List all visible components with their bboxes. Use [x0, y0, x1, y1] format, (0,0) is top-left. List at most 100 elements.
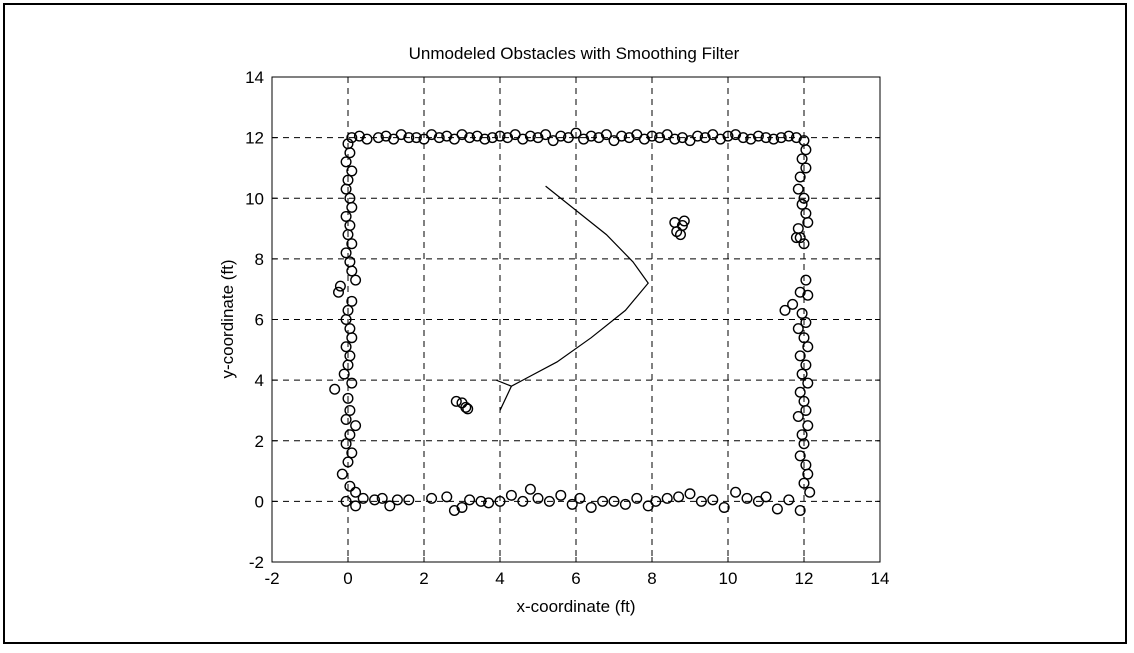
- data-point: [540, 129, 552, 141]
- data-point: [669, 133, 681, 145]
- data-point: [737, 132, 749, 144]
- data-point: [695, 495, 707, 507]
- data-point: [787, 298, 799, 310]
- data-point: [675, 229, 687, 241]
- data-point: [340, 156, 352, 168]
- data-point: [798, 238, 810, 250]
- data-point: [768, 133, 780, 145]
- data-point: [346, 332, 358, 344]
- data-point: [676, 132, 688, 144]
- data-point: [600, 129, 612, 141]
- data-point: [346, 377, 358, 389]
- data-point: [792, 183, 804, 195]
- data-point: [494, 130, 506, 142]
- data-point: [783, 494, 795, 506]
- data-point: [462, 403, 474, 415]
- data-point: [333, 286, 345, 298]
- data-point: [585, 501, 597, 513]
- x-tick-label: 6: [571, 569, 580, 588]
- data-point: [798, 192, 810, 204]
- data-point: [426, 492, 438, 504]
- x-tick-label: 10: [719, 569, 738, 588]
- data-point: [783, 130, 795, 142]
- y-tick-label: 0: [255, 492, 264, 511]
- data-point: [340, 341, 352, 353]
- data-point: [730, 129, 742, 141]
- data-point: [718, 501, 730, 513]
- data-point: [403, 494, 415, 506]
- grid-lines: [272, 77, 880, 562]
- x-tick-label: 14: [871, 569, 890, 588]
- data-point: [524, 130, 536, 142]
- data-point: [794, 386, 806, 398]
- data-point: [616, 130, 628, 142]
- data-point: [350, 274, 362, 286]
- data-point: [471, 130, 483, 142]
- data-point: [346, 201, 358, 213]
- data-point: [464, 494, 476, 506]
- data-point: [798, 477, 810, 489]
- data-point: [792, 411, 804, 423]
- figure-frame: [3, 3, 1127, 644]
- data-point: [597, 495, 609, 507]
- data-point: [479, 133, 491, 145]
- data-point: [796, 198, 808, 210]
- data-point: [631, 492, 643, 504]
- data-point: [673, 491, 685, 503]
- data-point: [350, 486, 362, 498]
- data-point: [344, 429, 356, 441]
- data-point: [344, 404, 356, 416]
- data-point: [410, 132, 422, 144]
- data-point: [464, 132, 476, 144]
- x-tick-label: -2: [264, 569, 279, 588]
- data-point: [334, 280, 346, 292]
- data-point: [619, 498, 631, 510]
- data-point: [486, 132, 498, 144]
- data-point: [638, 133, 650, 145]
- y-axis-label: y-coordinate (ft): [218, 259, 237, 378]
- data-point: [741, 492, 753, 504]
- data-point: [384, 500, 396, 512]
- data-point: [796, 307, 808, 319]
- data-point: [346, 447, 358, 459]
- data-point: [502, 132, 514, 144]
- data-point: [684, 488, 696, 500]
- chart-title: Unmodeled Obstacles with Smoothing Filte…: [409, 44, 740, 63]
- data-point: [800, 274, 812, 286]
- data-point: [340, 247, 352, 259]
- data-point: [555, 489, 567, 501]
- data-point: [608, 495, 620, 507]
- y-tick-label: 2: [255, 432, 264, 451]
- y-tick-label: 10: [245, 189, 264, 208]
- data-point: [802, 377, 814, 389]
- data-point: [350, 500, 362, 512]
- data-point: [794, 232, 806, 244]
- data-point: [494, 495, 506, 507]
- y-tick-label: 6: [255, 311, 264, 330]
- data-point: [329, 383, 341, 395]
- data-point: [699, 132, 711, 144]
- data-point: [566, 498, 578, 510]
- data-point: [460, 401, 472, 413]
- data-point: [346, 132, 358, 144]
- data-point: [340, 210, 352, 222]
- x-tick-label: 2: [419, 569, 428, 588]
- robot-path-line: [499, 385, 512, 411]
- robot-path-line: [495, 185, 649, 387]
- data-point: [792, 323, 804, 335]
- axis-ticks: -2 0 2 4 6 8 10 12 14 -2 0 2 4 6 8 10 12 14: [245, 68, 889, 588]
- data-point: [342, 392, 354, 404]
- data-point: [391, 494, 403, 506]
- data-point: [678, 215, 690, 227]
- data-point: [574, 492, 586, 504]
- data-point: [804, 486, 816, 498]
- data-point: [344, 220, 356, 232]
- data-point: [555, 130, 567, 142]
- data-point: [800, 207, 812, 219]
- data-point: [623, 132, 635, 144]
- data-point: [745, 133, 757, 145]
- data-point: [433, 132, 445, 144]
- data-point: [800, 144, 812, 156]
- data-point: [344, 350, 356, 362]
- data-point: [798, 332, 810, 344]
